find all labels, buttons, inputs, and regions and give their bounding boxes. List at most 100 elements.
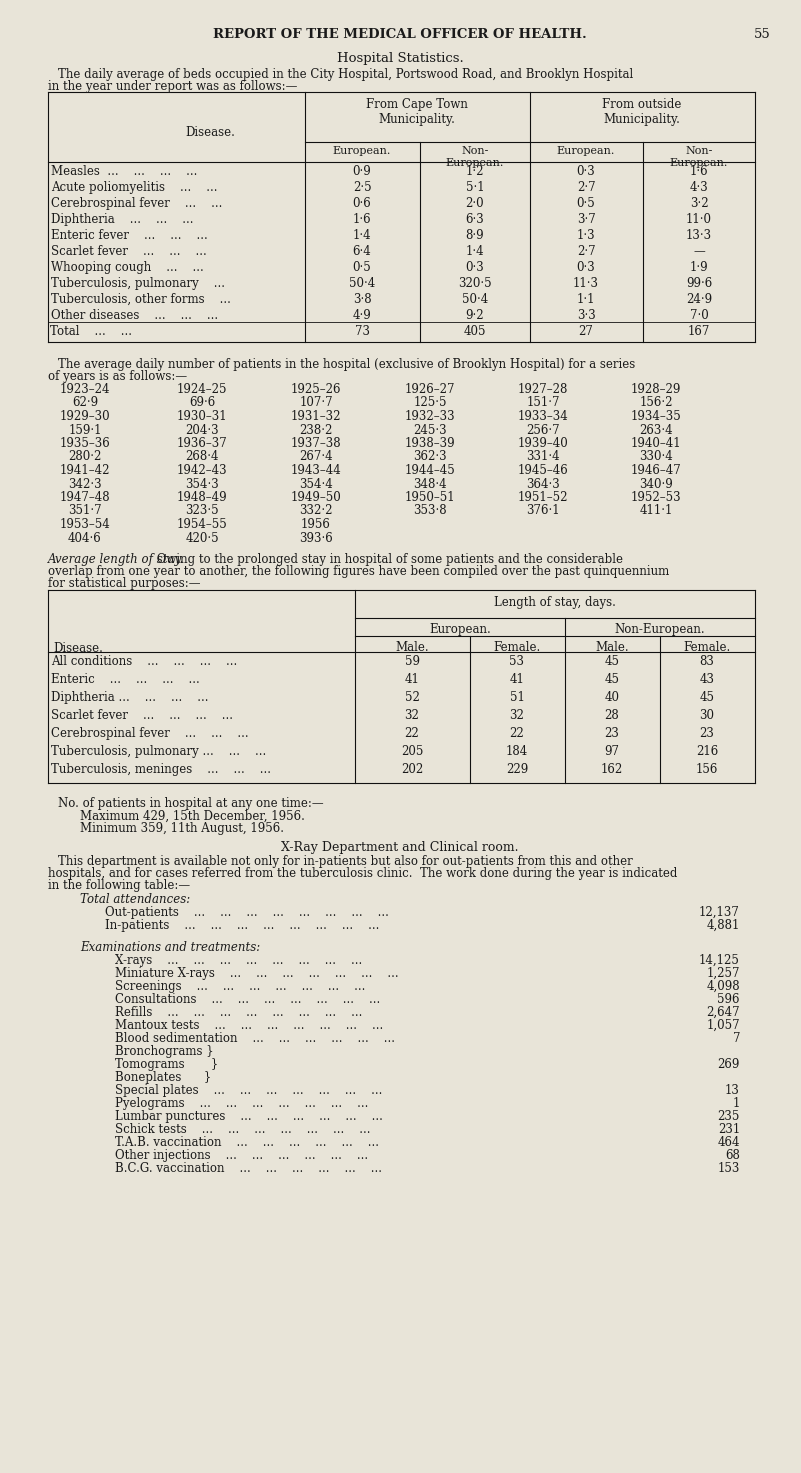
Text: Female.: Female. xyxy=(683,641,731,654)
Text: Tuberculosis, meninges    ...    ...    ...: Tuberculosis, meninges ... ... ... xyxy=(51,763,271,776)
Text: 354·3: 354·3 xyxy=(185,477,219,491)
Text: European.: European. xyxy=(429,623,491,636)
Text: Minimum 359, 11th August, 1956.: Minimum 359, 11th August, 1956. xyxy=(80,822,284,835)
Text: overlap from one year to another, the following figures have been compiled over : overlap from one year to another, the fo… xyxy=(48,566,670,577)
Text: 125·5: 125·5 xyxy=(413,396,447,409)
Text: 4,881: 4,881 xyxy=(706,919,740,932)
Text: 0·3: 0·3 xyxy=(465,261,485,274)
Text: 229: 229 xyxy=(506,763,528,776)
Text: 1943–44: 1943–44 xyxy=(291,464,341,477)
Text: 9·2: 9·2 xyxy=(465,309,485,323)
Text: Diphtheria ...    ...    ...    ...: Diphtheria ... ... ... ... xyxy=(51,691,208,704)
Text: Disease.: Disease. xyxy=(185,127,235,138)
Text: 348·4: 348·4 xyxy=(413,477,447,491)
Text: 51: 51 xyxy=(509,691,525,704)
Text: 0·6: 0·6 xyxy=(352,197,372,211)
Text: 3·3: 3·3 xyxy=(577,309,595,323)
Text: 27: 27 xyxy=(578,326,594,337)
Text: 43: 43 xyxy=(699,673,714,686)
Text: 353·8: 353·8 xyxy=(413,504,447,517)
Text: REPORT OF THE MEDICAL OFFICER OF HEALTH.: REPORT OF THE MEDICAL OFFICER OF HEALTH. xyxy=(213,28,587,41)
Text: 1951–52: 1951–52 xyxy=(517,491,568,504)
Text: 263·4: 263·4 xyxy=(639,424,673,436)
Text: 0·3: 0·3 xyxy=(577,165,595,178)
Text: Pyelograms    ...    ...    ...    ...    ...    ...    ...: Pyelograms ... ... ... ... ... ... ... xyxy=(115,1097,368,1111)
Text: Tuberculosis, other forms    ...: Tuberculosis, other forms ... xyxy=(51,293,231,306)
Text: 1930–31: 1930–31 xyxy=(177,409,227,423)
Text: 405: 405 xyxy=(464,326,486,337)
Text: 1,257: 1,257 xyxy=(706,966,740,980)
Text: 1923–24: 1923–24 xyxy=(60,383,111,396)
Text: Average length of stay.: Average length of stay. xyxy=(48,552,184,566)
Text: Female.: Female. xyxy=(493,641,541,654)
Text: 7·0: 7·0 xyxy=(690,309,708,323)
Text: 6·4: 6·4 xyxy=(352,245,372,258)
Text: Male.: Male. xyxy=(595,641,629,654)
Text: Owing to the prolonged stay in hospital of some patients and the considerable: Owing to the prolonged stay in hospital … xyxy=(153,552,623,566)
Text: 2·5: 2·5 xyxy=(352,181,372,194)
Text: Cerebrospinal fever    ...    ...    ...: Cerebrospinal fever ... ... ... xyxy=(51,728,248,739)
Text: 5·1: 5·1 xyxy=(465,181,485,194)
Text: 256·7: 256·7 xyxy=(526,424,560,436)
Text: 1953–54: 1953–54 xyxy=(59,518,111,530)
Text: This department is available not only for in-patients but also for out-patients : This department is available not only fo… xyxy=(58,854,633,868)
Text: 59: 59 xyxy=(405,655,420,667)
Text: Special plates    ...    ...    ...    ...    ...    ...    ...: Special plates ... ... ... ... ... ... .… xyxy=(115,1084,382,1097)
Text: 1·4: 1·4 xyxy=(465,245,485,258)
Text: 184: 184 xyxy=(506,745,528,759)
Text: 411·1: 411·1 xyxy=(639,504,673,517)
Text: 28: 28 xyxy=(605,709,619,722)
Text: Measles  ...    ...    ...    ...: Measles ... ... ... ... xyxy=(51,165,197,178)
Text: 99·6: 99·6 xyxy=(686,277,712,290)
Text: 69·6: 69·6 xyxy=(189,396,215,409)
Text: 332·2: 332·2 xyxy=(300,504,332,517)
Text: Non-European.: Non-European. xyxy=(614,623,706,636)
Text: 376·1: 376·1 xyxy=(526,504,560,517)
Text: hospitals, and for cases referred from the tuberculosis clinic.  The work done d: hospitals, and for cases referred from t… xyxy=(48,868,678,879)
Text: 204·3: 204·3 xyxy=(185,424,219,436)
Text: 7: 7 xyxy=(732,1033,740,1044)
Text: —: — xyxy=(693,245,705,258)
Text: 11·3: 11·3 xyxy=(573,277,599,290)
Text: Other diseases    ...    ...    ...: Other diseases ... ... ... xyxy=(51,309,218,323)
Text: 1940–41: 1940–41 xyxy=(630,437,682,449)
Text: 331·4: 331·4 xyxy=(526,451,560,464)
Text: Diphtheria    ...    ...    ...: Diphtheria ... ... ... xyxy=(51,214,194,225)
Text: 1945–46: 1945–46 xyxy=(517,464,569,477)
Text: 11·0: 11·0 xyxy=(686,214,712,225)
Text: 45: 45 xyxy=(605,655,619,667)
Text: Total attendances:: Total attendances: xyxy=(80,893,191,906)
Text: 1931–32: 1931–32 xyxy=(291,409,341,423)
Text: X-Ray Department and Clinical room.: X-Ray Department and Clinical room. xyxy=(281,841,519,854)
Text: 12,137: 12,137 xyxy=(699,906,740,919)
Text: 1952–53: 1952–53 xyxy=(630,491,682,504)
Text: 1938–39: 1938–39 xyxy=(405,437,455,449)
Text: 2,647: 2,647 xyxy=(706,1006,740,1019)
Text: Bronchograms }: Bronchograms } xyxy=(115,1044,214,1058)
Text: 24·9: 24·9 xyxy=(686,293,712,306)
Text: From Cape Town
Municipality.: From Cape Town Municipality. xyxy=(366,99,468,127)
Text: 73: 73 xyxy=(355,326,369,337)
Text: The average daily number of patients in the hospital (exclusive of Brooklyn Hosp: The average daily number of patients in … xyxy=(58,358,635,371)
Text: 8·9: 8·9 xyxy=(465,228,485,242)
Text: 323·5: 323·5 xyxy=(185,504,219,517)
Text: 22: 22 xyxy=(405,728,420,739)
Text: 32: 32 xyxy=(405,709,420,722)
Text: in the year under report was as follows:—: in the year under report was as follows:… xyxy=(48,80,297,93)
Text: 0·5: 0·5 xyxy=(352,261,372,274)
Text: 50·4: 50·4 xyxy=(349,277,375,290)
Text: 1·6: 1·6 xyxy=(690,165,708,178)
Text: 1925–26: 1925–26 xyxy=(291,383,341,396)
Text: 1·9: 1·9 xyxy=(690,261,708,274)
Text: 1·2: 1·2 xyxy=(465,165,485,178)
Text: 62·9: 62·9 xyxy=(72,396,98,409)
Text: 97: 97 xyxy=(605,745,619,759)
Text: 340·9: 340·9 xyxy=(639,477,673,491)
Text: for statistical purposes:—: for statistical purposes:— xyxy=(48,577,200,591)
Text: 83: 83 xyxy=(699,655,714,667)
Text: 1934–35: 1934–35 xyxy=(630,409,682,423)
Text: Consultations    ...    ...    ...    ...    ...    ...    ...: Consultations ... ... ... ... ... ... ..… xyxy=(115,993,380,1006)
Text: Length of stay, days.: Length of stay, days. xyxy=(494,597,616,608)
Text: The daily average of beds occupied in the City Hospital, Portswood Road, and Bro: The daily average of beds occupied in th… xyxy=(58,68,634,81)
Text: 268·4: 268·4 xyxy=(185,451,219,464)
